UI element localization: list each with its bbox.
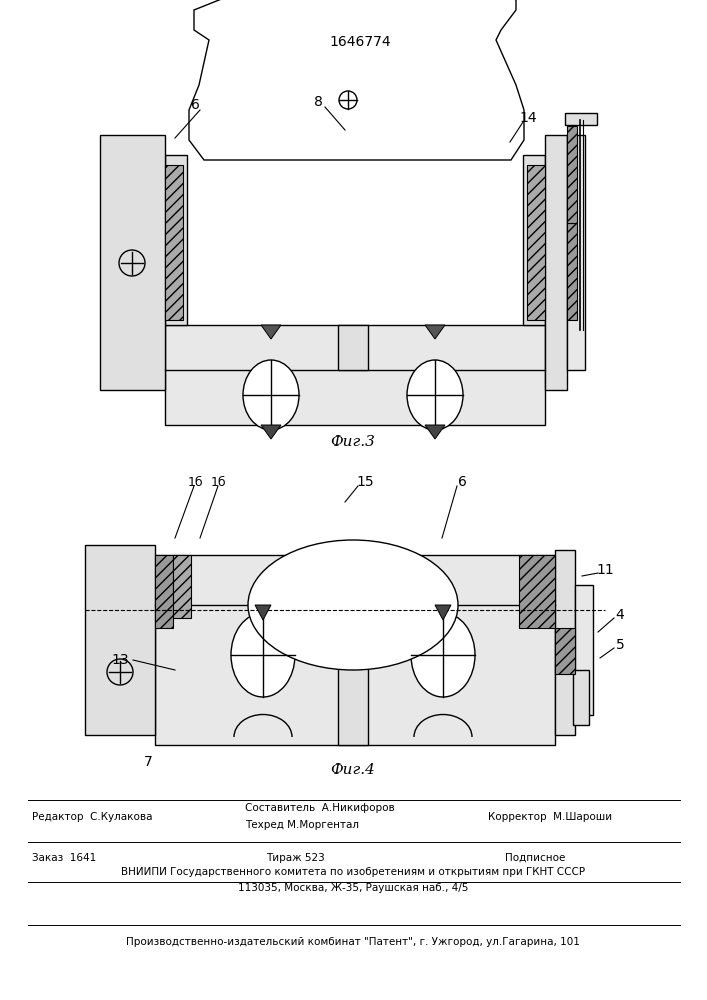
Polygon shape [435,605,451,620]
Text: 15: 15 [356,475,374,489]
Bar [100,135,165,390]
Bar [545,135,567,390]
Bar [567,223,577,320]
Bar [338,610,368,745]
Text: 113035, Москва, Ж-35, Раушская наб., 4/5: 113035, Москва, Ж-35, Раушская наб., 4/5 [238,883,468,893]
Bar [165,155,187,325]
Bar [519,555,555,628]
Bar [338,325,368,370]
Text: Тираж 523: Тираж 523 [266,853,325,863]
Text: Подписное: Подписное [505,853,566,863]
Text: Корректор  М.Шароши: Корректор М.Шароши [488,812,612,822]
Text: Заказ  1641: Заказ 1641 [32,853,96,863]
Bar [565,113,597,125]
Text: Составитель  А.Никифоров: Составитель А.Никифоров [245,803,395,813]
Text: Редактор  С.Кулакова: Редактор С.Кулакова [32,812,153,822]
Ellipse shape [407,360,463,430]
Bar [555,628,575,674]
Bar [85,545,155,735]
Text: Фиг.3: Фиг.3 [331,435,375,449]
Ellipse shape [243,360,299,430]
Bar [527,165,545,320]
Text: 6: 6 [457,475,467,489]
Polygon shape [425,325,445,339]
Polygon shape [425,425,445,439]
Text: 5: 5 [616,638,624,652]
Text: 8: 8 [314,95,322,109]
Text: Фиг.4: Фиг.4 [331,763,375,777]
Ellipse shape [231,613,295,697]
Polygon shape [255,605,271,620]
Bar [155,555,173,628]
Text: 1б: 1б [187,476,203,488]
Bar [523,155,545,325]
Bar [165,165,183,320]
Bar [155,555,555,745]
Text: 1б: 1б [210,476,226,488]
Bar [173,555,191,618]
Text: 11: 11 [596,563,614,577]
Bar [573,670,589,725]
Polygon shape [189,0,524,160]
Ellipse shape [411,613,475,697]
Text: 1646774: 1646774 [329,35,391,49]
Polygon shape [261,425,281,439]
Ellipse shape [248,540,458,670]
Text: Производственно-издательский комбинат "Патент", г. Ужгород, ул.Гагарина, 101: Производственно-издательский комбинат "П… [126,937,580,947]
Text: Техред М.Моргентал: Техред М.Моргентал [245,820,359,830]
Polygon shape [261,325,281,339]
Text: 13: 13 [111,653,129,667]
Bar [165,325,545,425]
Text: 4: 4 [616,608,624,622]
Text: 6: 6 [191,98,199,112]
Bar [567,135,585,370]
Text: ВНИИПИ Государственного комитета по изобретениям и открытиям при ГКНТ СССР: ВНИИПИ Государственного комитета по изоб… [121,867,585,877]
Bar [555,550,575,735]
Text: 7: 7 [144,755,153,769]
Bar [567,126,577,223]
Bar [575,585,593,715]
Text: 14: 14 [519,111,537,125]
